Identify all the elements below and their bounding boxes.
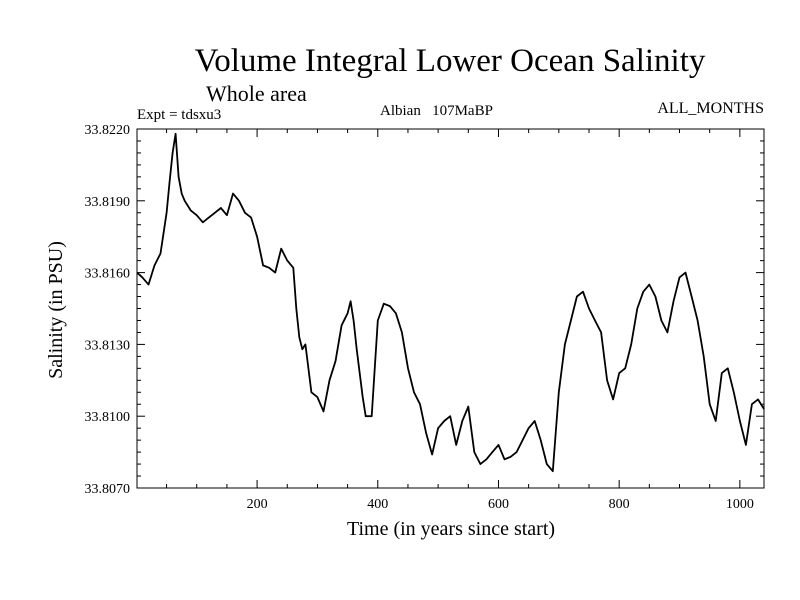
axis-ticks bbox=[137, 128, 764, 489]
x-tick-label: 200 bbox=[247, 497, 268, 512]
y-tick-label: 33.8100 bbox=[85, 410, 131, 425]
x-tick-label: 400 bbox=[367, 497, 388, 512]
axis-tick-labels: 200 400 600 800 1000 33.8070 33.8100 33.8130 33.… bbox=[85, 123, 754, 512]
y-tick-label: 33.8130 bbox=[85, 338, 131, 353]
y-axis-label: Salinity (in PSU) bbox=[45, 241, 67, 379]
x-tick-label: 600 bbox=[488, 497, 509, 512]
plot-frame bbox=[136, 128, 765, 489]
y-tick-label: 33.8160 bbox=[85, 267, 131, 282]
x-tick-label: 1000 bbox=[726, 497, 754, 512]
period-label: Albian 107MaBP bbox=[380, 103, 493, 119]
y-tick-label: 33.8190 bbox=[85, 195, 131, 210]
months-label: ALL_MONTHS bbox=[657, 100, 764, 117]
chart-subtitle: Whole area bbox=[206, 81, 307, 106]
y-tick-label: 33.8220 bbox=[85, 123, 131, 138]
expt-label: Expt = tdsxu3 bbox=[137, 107, 221, 123]
x-axis-label: Time (in years since start) bbox=[347, 518, 555, 540]
y-tick-label: 33.8070 bbox=[85, 482, 131, 497]
salinity-series-line bbox=[136, 132, 765, 473]
chart-title: Volume Integral Lower Ocean Salinity bbox=[195, 43, 706, 79]
x-tick-label: 800 bbox=[609, 497, 630, 512]
